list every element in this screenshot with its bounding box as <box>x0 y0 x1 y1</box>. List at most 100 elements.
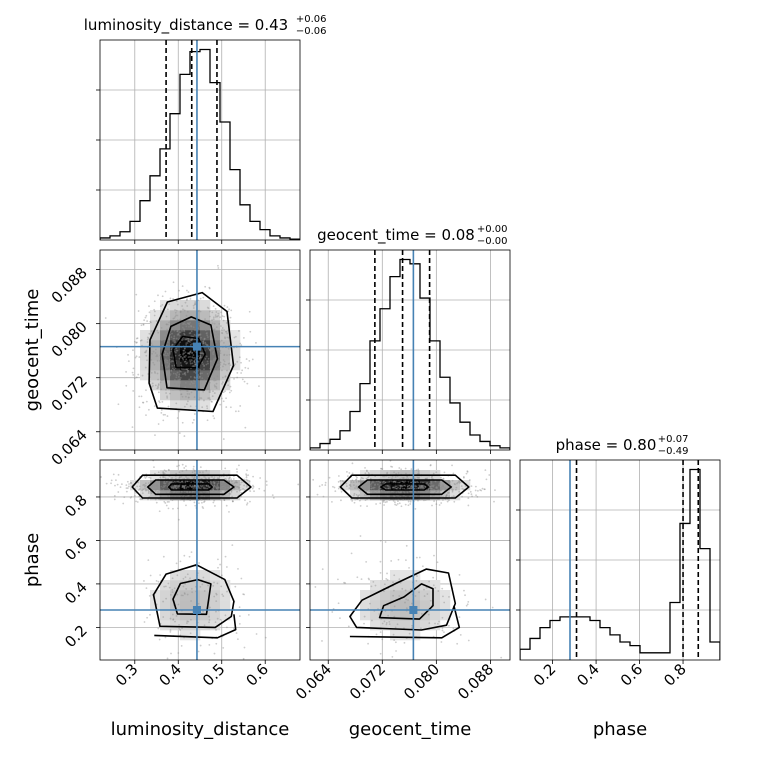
density-cell <box>160 390 171 401</box>
sample-point <box>199 321 202 324</box>
sample-point <box>136 501 139 503</box>
sample-point <box>192 487 195 490</box>
sample-point <box>166 377 169 380</box>
sample-point <box>169 481 172 484</box>
sample-point <box>193 485 196 487</box>
density-cell <box>430 610 441 621</box>
sample-point <box>173 335 176 338</box>
density-cell <box>360 490 371 501</box>
sample-point <box>362 477 364 480</box>
sample-point <box>388 499 391 501</box>
density-cell <box>170 380 181 391</box>
sample-point <box>405 544 408 547</box>
sample-point <box>159 574 162 576</box>
sample-point <box>176 333 179 336</box>
sample-point <box>423 588 425 591</box>
sample-point <box>174 341 177 343</box>
sample-point <box>154 372 157 374</box>
density-cell <box>390 610 401 621</box>
sample-point <box>439 484 442 487</box>
sample-point <box>409 500 412 503</box>
sample-point <box>163 482 166 485</box>
sample-point <box>239 483 242 486</box>
sample-point <box>156 354 158 356</box>
panel-luminosity_distance-grid <box>100 40 300 240</box>
sample-point <box>221 481 224 483</box>
sample-point <box>155 485 158 488</box>
sample-point <box>366 483 369 486</box>
density-cell <box>360 610 371 621</box>
density-cell <box>190 490 201 501</box>
sample-point <box>175 309 178 312</box>
sample-point <box>404 495 407 498</box>
sample-point <box>173 484 176 487</box>
sample-point <box>398 467 401 469</box>
sample-point <box>187 620 190 623</box>
sample-point <box>212 485 215 488</box>
sample-point <box>441 616 444 619</box>
sample-point <box>188 322 190 325</box>
sample-point <box>219 361 222 364</box>
sample-point <box>373 486 376 489</box>
density-cell <box>210 370 221 381</box>
sample-point <box>448 624 450 627</box>
sample-point <box>366 489 369 492</box>
sample-point <box>494 489 496 492</box>
sample-point <box>176 574 179 577</box>
sample-point <box>223 353 226 356</box>
sample-point <box>179 370 181 372</box>
sample-point <box>222 359 225 361</box>
sample-point <box>182 577 185 580</box>
sample-point <box>255 633 258 635</box>
sample-point <box>184 301 187 304</box>
sample-point <box>439 486 442 489</box>
sample-point <box>431 485 434 488</box>
sample-point <box>172 372 175 375</box>
sample-point <box>439 481 442 484</box>
sample-point <box>420 486 423 489</box>
sample-point <box>144 316 147 319</box>
density-cell <box>360 600 371 611</box>
sample-point <box>430 487 433 490</box>
sample-point <box>466 603 469 606</box>
sample-point <box>406 485 409 488</box>
sample-point <box>408 632 411 635</box>
sample-point <box>378 488 381 490</box>
sample-point <box>445 495 447 498</box>
sample-point <box>169 480 172 483</box>
sample-point <box>207 357 210 360</box>
sample-point <box>205 485 208 488</box>
sample-point <box>271 494 274 497</box>
density-cell <box>420 590 431 601</box>
sample-point <box>429 485 431 488</box>
density-cell <box>440 480 451 491</box>
sample-point <box>237 410 240 413</box>
sample-point <box>192 468 195 470</box>
sample-point <box>349 483 352 486</box>
sample-point <box>417 468 420 471</box>
sample-point <box>169 320 172 323</box>
sample-point <box>429 464 432 467</box>
density-cell <box>160 380 171 391</box>
sample-point <box>147 408 150 411</box>
sample-point <box>221 332 224 335</box>
sample-point <box>217 485 219 488</box>
sample-point <box>149 613 151 616</box>
sample-point <box>148 594 151 597</box>
sample-point <box>173 382 176 385</box>
sample-point <box>181 486 184 489</box>
density-cell <box>400 580 411 591</box>
density-cell <box>200 590 211 601</box>
sample-point <box>194 301 197 303</box>
sample-point <box>163 482 165 485</box>
sample-point <box>149 477 152 479</box>
sample-point <box>220 332 223 334</box>
sample-point <box>213 595 216 598</box>
sample-point <box>162 476 165 479</box>
sample-point <box>221 483 223 486</box>
density-cell <box>170 570 181 581</box>
sample-point <box>201 352 203 354</box>
sample-point <box>393 605 396 608</box>
sample-point <box>206 487 209 490</box>
sample-point <box>167 365 170 368</box>
